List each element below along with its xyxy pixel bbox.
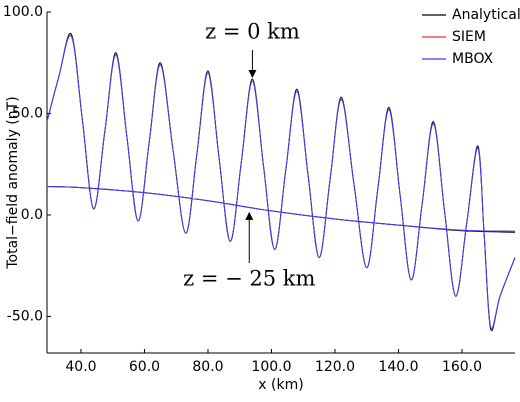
x-tick-label: 160.0: [442, 359, 482, 375]
x-tick-label: 100.0: [251, 359, 291, 375]
x-tick-label: 120.0: [315, 359, 355, 375]
series-line: [46, 34, 516, 330]
x-axis-label: x (km): [258, 377, 303, 393]
y-tick-label: 0.0: [21, 207, 43, 223]
x-tick-label: 60.0: [129, 359, 160, 375]
y-tick-label: 50.0: [12, 105, 43, 121]
x-tick-label: 80.0: [192, 359, 223, 375]
annotation: z = − 25 km: [183, 267, 315, 291]
x-tick-label: 40.0: [65, 359, 96, 375]
y-tick-label: 100.0: [3, 4, 43, 20]
x-tick-label: 140.0: [378, 359, 418, 375]
legend-label: SIEM: [452, 29, 486, 45]
legend-label: MBOX: [452, 51, 494, 67]
annotation: z = 0 km: [205, 20, 300, 44]
y-tick-label: -50.0: [7, 308, 43, 324]
legend-label: Analytical: [452, 7, 520, 23]
y-axis-label: Total−field anomaly (nT): [5, 96, 21, 269]
